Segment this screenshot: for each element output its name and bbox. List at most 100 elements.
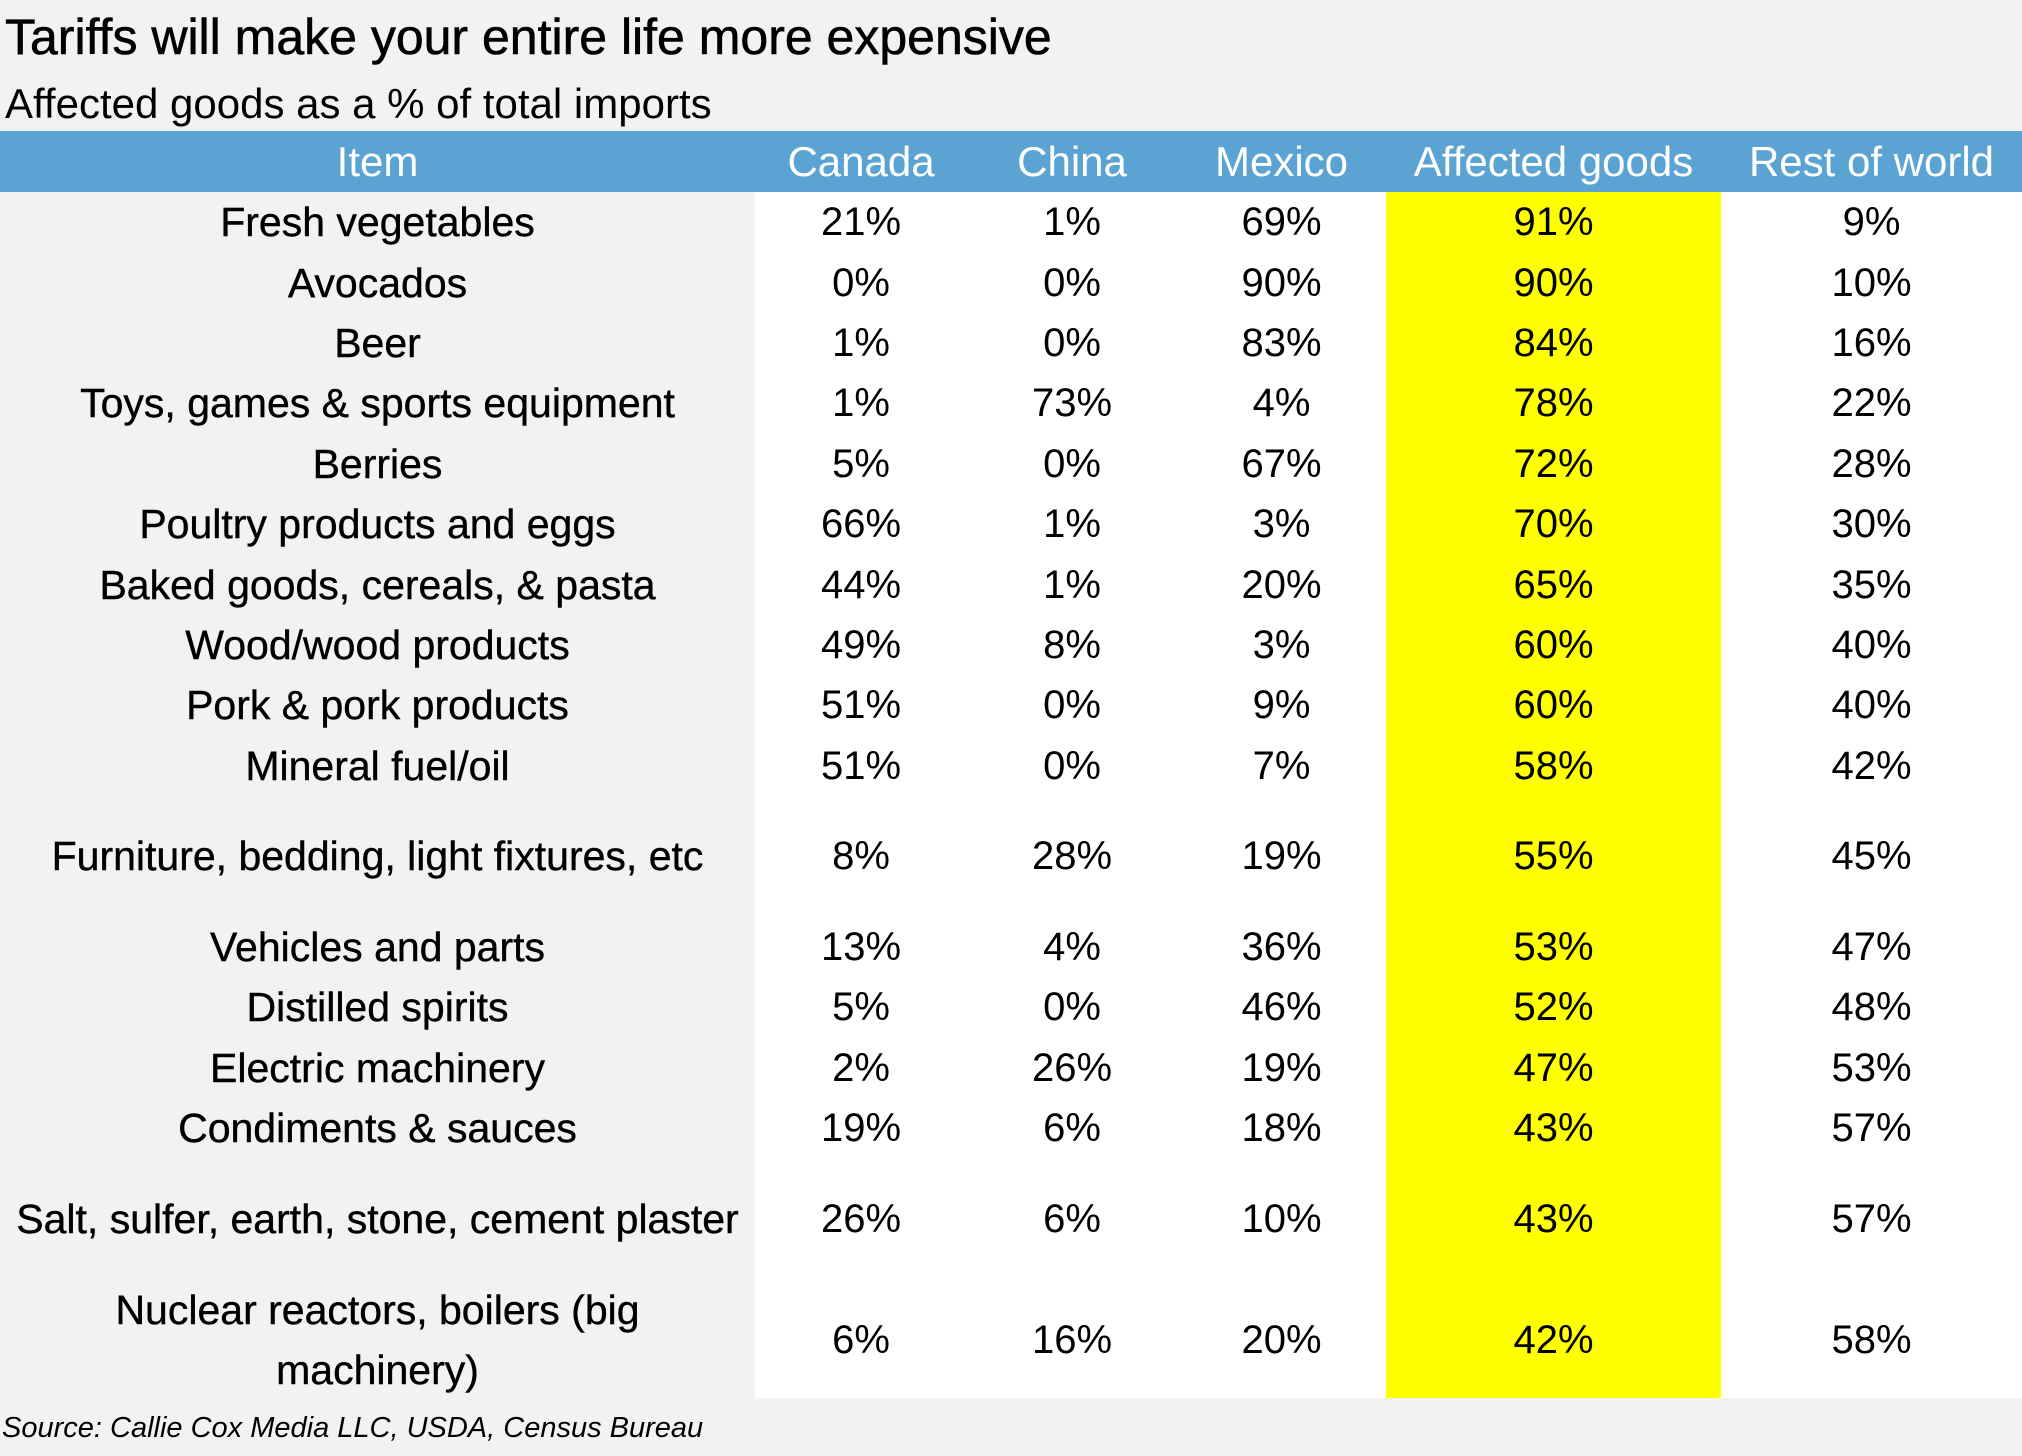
cell-item: Salt, sulfer, earth, stone, cement plast… xyxy=(16,1195,739,1242)
cell-mexico: 20% xyxy=(1241,1317,1322,1362)
table-row: Pork & pork products 51% 0% 9% 60% 40% xyxy=(0,675,2022,735)
affected-goods-highlight xyxy=(1386,192,1721,1398)
cell-item: Mineral fuel/oil xyxy=(245,742,510,789)
cell-affected-goods: 58% xyxy=(1513,743,1594,788)
cell-china: 8% xyxy=(1043,622,1101,667)
table-row: Electric machinery 2% 26% 19% 47% 53% xyxy=(0,1038,2022,1098)
cell-rest-of-world: 9% xyxy=(1842,200,1901,245)
cell-canada: 44% xyxy=(820,562,902,607)
cell-rest-of-world: 48% xyxy=(1831,985,1912,1030)
cell-mexico: 10% xyxy=(1241,1196,1322,1241)
cell-canada: 49% xyxy=(820,622,902,667)
cell-mexico: 18% xyxy=(1241,1106,1322,1151)
cell-china: 73% xyxy=(1031,381,1113,426)
cell-affected-goods: 90% xyxy=(1513,260,1594,305)
cell-rest-of-world: 35% xyxy=(1831,562,1912,607)
cell-item: Condiments & sauces xyxy=(178,1105,577,1152)
cell-affected-goods: 60% xyxy=(1513,622,1594,667)
cell-affected-goods: 65% xyxy=(1513,562,1594,607)
table-row: Condiments & sauces 19% 6% 18% 43% 57% xyxy=(0,1098,2022,1158)
cell-item: Furniture, bedding, light fixtures, etc xyxy=(51,833,704,880)
cell-rest-of-world: 22% xyxy=(1831,381,1912,426)
cell-china: 1% xyxy=(1043,502,1101,547)
cell-item: Electric machinery xyxy=(210,1044,545,1091)
cell-mexico: 3% xyxy=(1252,622,1311,667)
cell-affected-goods: 47% xyxy=(1513,1045,1594,1090)
cell-china: 0% xyxy=(1043,985,1101,1030)
table-row: Beer 1% 0% 83% 84% 16% xyxy=(0,313,2022,373)
cell-canada: 8% xyxy=(832,834,890,879)
cell-canada: 6% xyxy=(832,1317,890,1362)
cell-item: Berries xyxy=(312,440,443,487)
cell-china: 4% xyxy=(1043,925,1101,970)
cell-item: Avocados xyxy=(287,259,468,306)
cell-china: 26% xyxy=(1031,1045,1113,1090)
source-note: Source: Callie Cox Media LLC, USDA, Cens… xyxy=(2,1412,704,1444)
chart-subtitle: Affected goods as a % of total imports xyxy=(5,80,712,127)
cell-affected-goods: 42% xyxy=(1513,1317,1594,1362)
cell-item: Fresh vegetables xyxy=(220,199,535,246)
table-row: Vehicles and parts 13% 4% 36% 53% 47% xyxy=(0,917,2022,977)
table-row: Fresh vegetables 21% 1% 69% 91% 9% xyxy=(0,192,2022,252)
table-header: Item Canada China Mexico Affected goods … xyxy=(0,131,2022,192)
cell-china: 0% xyxy=(1043,683,1101,728)
cell-china: 6% xyxy=(1043,1196,1101,1241)
cell-canada: 21% xyxy=(820,200,902,245)
cell-affected-goods: 43% xyxy=(1513,1106,1594,1151)
table-row: Salt, sulfer, earth, stone, cement plast… xyxy=(0,1158,2022,1279)
cell-item: Baked goods, cereals, & pasta xyxy=(99,561,656,608)
cell-mexico: 67% xyxy=(1241,441,1322,486)
cell-china: 0% xyxy=(1043,441,1101,486)
cell-item: Distilled spirits xyxy=(246,984,509,1031)
cell-affected-goods: 53% xyxy=(1513,925,1594,970)
cell-mexico: 69% xyxy=(1241,200,1322,245)
cell-mexico: 4% xyxy=(1252,381,1311,426)
table-row: Baked goods, cereals, & pasta 44% 1% 20% 65%… xyxy=(0,554,2022,614)
cell-affected-goods: 84% xyxy=(1513,320,1594,365)
cell-china: 28% xyxy=(1031,834,1113,879)
cell-rest-of-world: 28% xyxy=(1831,441,1912,486)
cell-mexico: 83% xyxy=(1241,320,1322,365)
table-row: Berries 5% 0% 67% 72% 28% xyxy=(0,434,2022,494)
cell-affected-goods: 60% xyxy=(1513,683,1594,728)
cell-item: Nuclear reactors, boilers (big machinery… xyxy=(115,1286,640,1393)
cell-rest-of-world: 16% xyxy=(1831,320,1912,365)
cell-rest-of-world: 45% xyxy=(1831,834,1912,879)
cell-canada: 51% xyxy=(820,683,902,728)
header-affected-goods: Affected goods xyxy=(1413,138,1694,185)
cell-canada: 19% xyxy=(820,1106,902,1151)
cell-china: 16% xyxy=(1031,1317,1113,1362)
cell-canada: 2% xyxy=(832,1045,890,1090)
cell-mexico: 19% xyxy=(1241,834,1322,879)
cell-canada: 5% xyxy=(832,985,890,1030)
cell-mexico: 36% xyxy=(1241,925,1322,970)
cell-affected-goods: 52% xyxy=(1513,985,1594,1030)
cell-canada: 5% xyxy=(832,441,890,486)
header-canada: Canada xyxy=(787,138,935,185)
cell-item: Poultry products and eggs xyxy=(139,501,616,548)
cell-rest-of-world: 42% xyxy=(1831,743,1912,788)
table-row: Furniture, bedding, light fixtures, etc 8… xyxy=(0,796,2022,917)
cell-mexico: 90% xyxy=(1241,260,1322,305)
cell-china: 0% xyxy=(1043,743,1101,788)
cell-mexico: 3% xyxy=(1252,502,1311,547)
cell-item: Wood/wood products xyxy=(185,621,570,668)
cell-affected-goods: 55% xyxy=(1513,834,1594,879)
cell-item: Toys, games & sports equipment xyxy=(80,380,675,427)
cell-canada: 26% xyxy=(820,1196,902,1241)
cell-rest-of-world: 57% xyxy=(1831,1196,1912,1241)
header-rest-of-world: Rest of world xyxy=(1748,138,1995,185)
cell-china: 0% xyxy=(1043,260,1101,305)
cell-rest-of-world: 47% xyxy=(1831,925,1912,970)
cell-rest-of-world: 10% xyxy=(1831,260,1912,305)
cell-mexico: 46% xyxy=(1241,985,1322,1030)
cell-mexico: 19% xyxy=(1241,1045,1322,1090)
cell-canada: 51% xyxy=(820,743,902,788)
table-row: Poultry products and eggs 66% 1% 3% 70% 30% xyxy=(0,494,2022,554)
cell-item: Beer xyxy=(334,319,421,366)
table-row: Avocados 0% 0% 90% 90% 10% xyxy=(0,252,2022,312)
cell-mexico: 20% xyxy=(1241,562,1322,607)
cell-canada: 1% xyxy=(832,381,890,426)
chart-title: Tariffs will make your entire life more … xyxy=(5,9,1052,66)
cell-rest-of-world: 40% xyxy=(1831,683,1912,728)
